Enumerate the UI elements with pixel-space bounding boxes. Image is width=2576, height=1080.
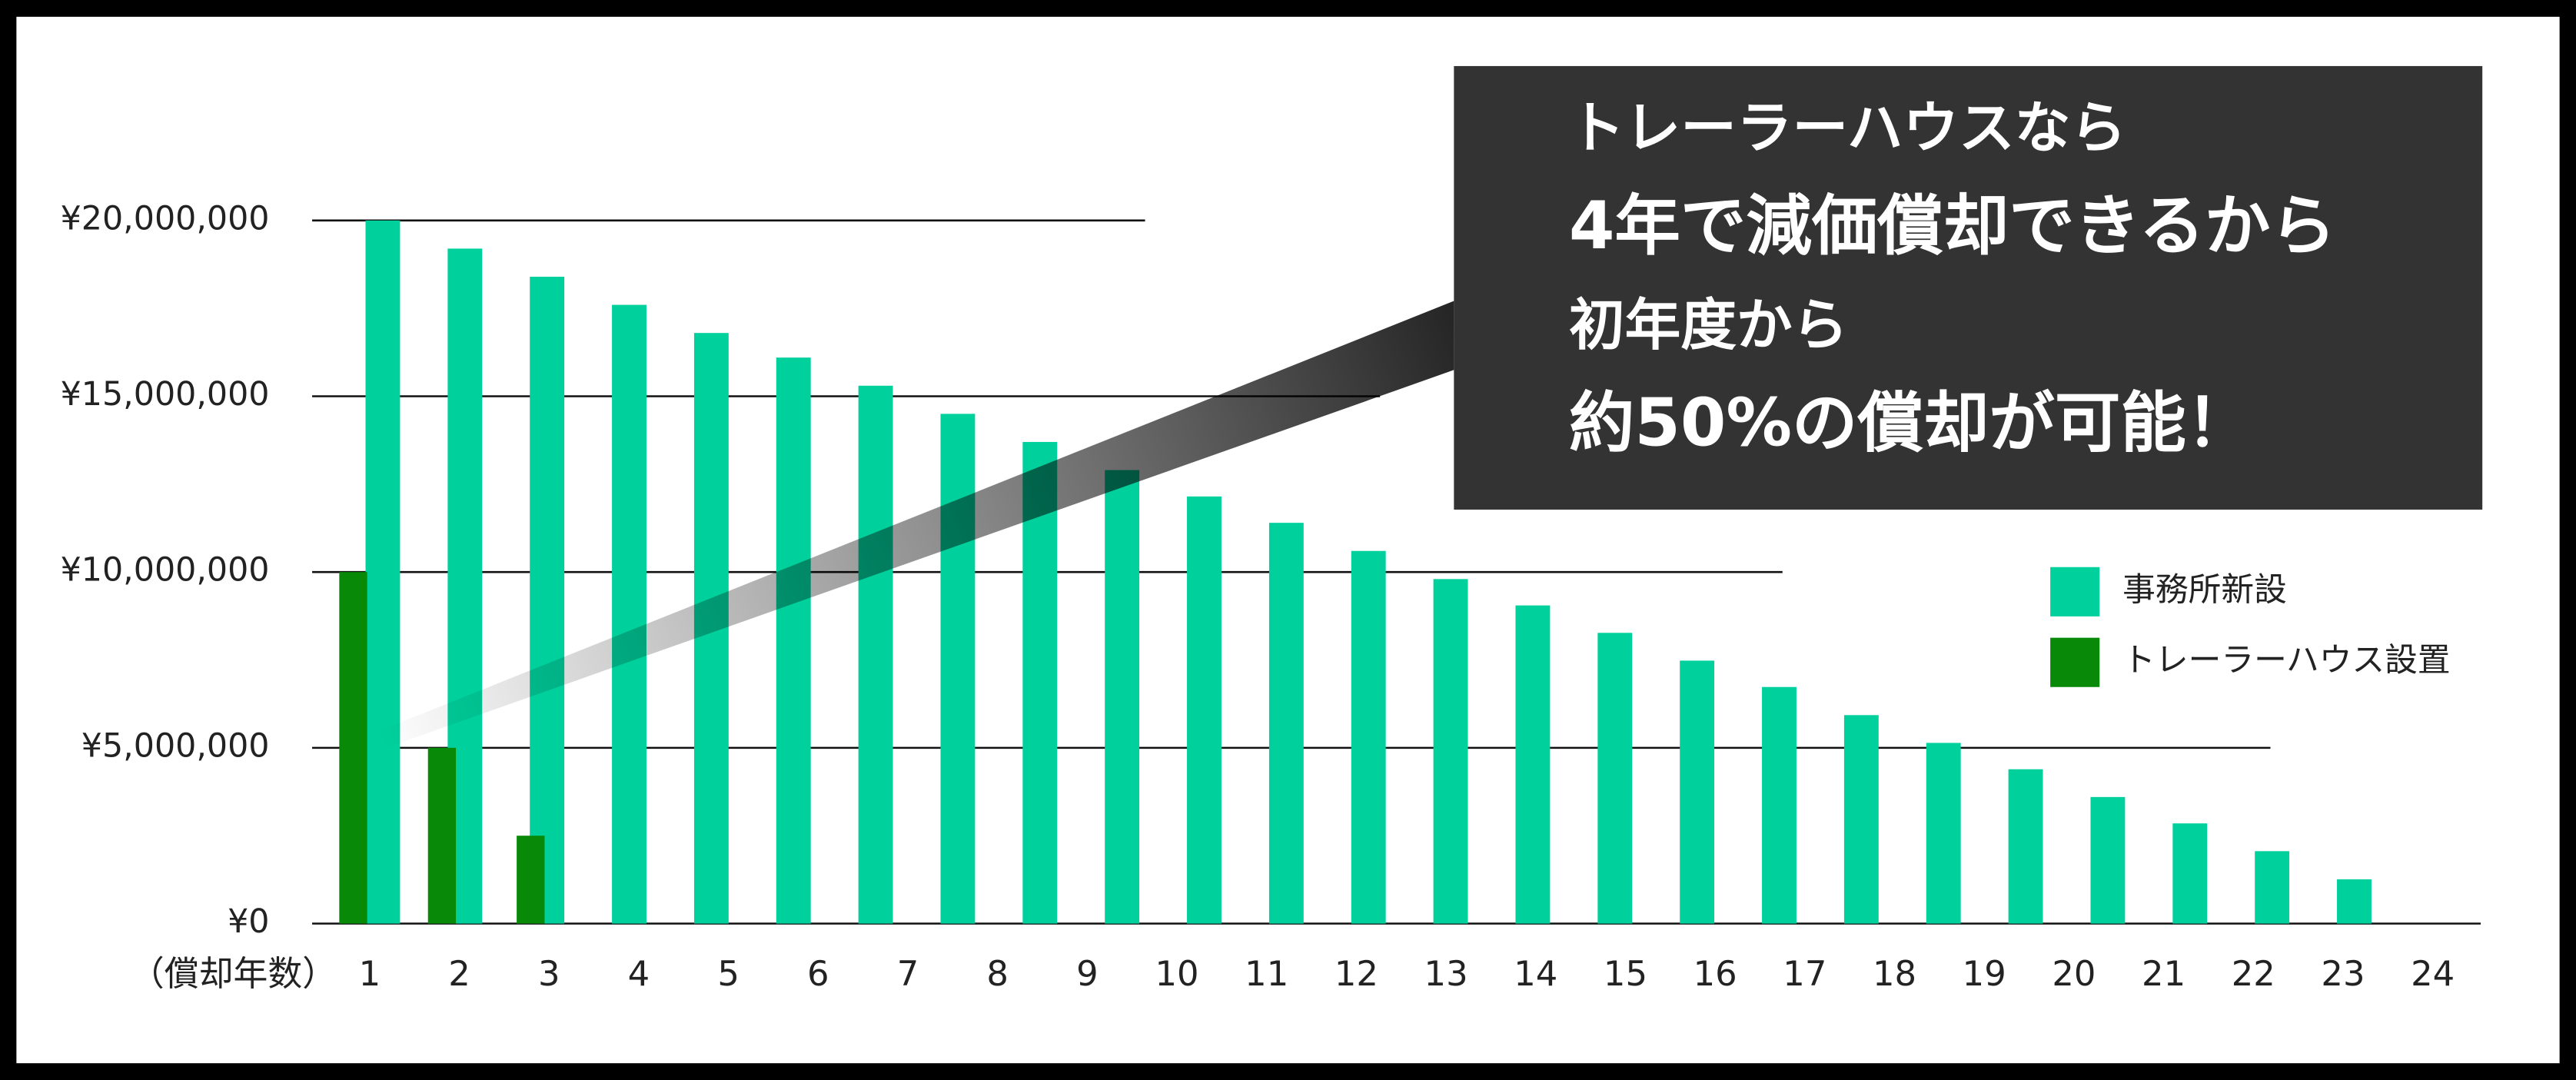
- y-tick-label: ¥20,000,000: [61, 199, 270, 238]
- legend-label: トレーラーハウス設置: [2122, 641, 2451, 680]
- x-tick-label: 19: [1963, 953, 2006, 994]
- x-axis-label: （償却年数）: [130, 953, 337, 994]
- callout-box: [1454, 65, 2483, 510]
- x-tick-label: 12: [1335, 953, 1378, 994]
- callout-pointer: [377, 301, 1454, 748]
- bar: [1843, 715, 1879, 924]
- x-tick-label: 4: [628, 953, 650, 994]
- bar: [1515, 605, 1551, 924]
- x-tick-label: 13: [1424, 953, 1468, 994]
- bar: [1762, 686, 1797, 924]
- bar: [1105, 470, 1140, 924]
- bar: [1022, 441, 1058, 924]
- bars: [339, 220, 2372, 924]
- bar: [2337, 879, 2372, 924]
- x-tick-label: 14: [1514, 953, 1557, 994]
- x-tick-label: 16: [1694, 953, 1737, 994]
- x-tick-label: 3: [538, 953, 560, 994]
- bar: [2255, 851, 2290, 924]
- bar: [1926, 743, 1961, 924]
- x-tick-label: 20: [2052, 953, 2096, 994]
- y-tick-label: ¥10,000,000: [61, 551, 270, 590]
- y-tick-label: ¥0: [228, 902, 269, 941]
- legend-label: 事務所新設: [2122, 570, 2287, 609]
- x-tick-label: 2: [448, 953, 470, 994]
- x-tick-label: 24: [2411, 953, 2455, 994]
- x-tick-label: 11: [1245, 953, 1288, 994]
- x-tick-label: 18: [1873, 953, 1916, 994]
- x-tick-label: 7: [897, 953, 919, 994]
- callout-text: トレーラーハウスなら: [1569, 96, 2126, 161]
- legend-swatch: [2050, 637, 2100, 687]
- bar: [940, 414, 976, 924]
- callout-text: 初年度から: [1569, 294, 1848, 358]
- x-tick-label: 15: [1604, 953, 1647, 994]
- bar: [1187, 496, 1222, 924]
- x-tick-label: 17: [1783, 953, 1826, 994]
- bar: [1351, 550, 1386, 924]
- x-tick-label: 21: [2142, 953, 2185, 994]
- bar: [1597, 633, 1633, 924]
- bar: [339, 572, 367, 924]
- y-tick-label: ¥15,000,000: [61, 375, 270, 414]
- bar: [612, 304, 646, 924]
- x-tick-label: 1: [359, 953, 381, 994]
- x-tick-label: 23: [2321, 953, 2365, 994]
- bar: [2090, 796, 2126, 924]
- bar: [858, 385, 893, 924]
- legend-swatch: [2050, 567, 2100, 616]
- bar: [1268, 523, 1304, 924]
- bar: [1433, 579, 1468, 924]
- x-tick-label: 8: [986, 953, 1009, 994]
- bar: [517, 836, 545, 924]
- x-tick-label: 9: [1076, 953, 1099, 994]
- x-tick-label: 6: [807, 953, 829, 994]
- y-tick-label: ¥5,000,000: [81, 726, 270, 765]
- callout-text: 4年で減価償却できるから: [1569, 188, 2336, 264]
- callout-text: 約50%の償却が可能！: [1569, 386, 2252, 462]
- bar: [1680, 660, 1715, 924]
- bar: [776, 357, 811, 924]
- x-tick-label: 22: [2232, 953, 2275, 994]
- bar: [2172, 823, 2208, 924]
- bar: [427, 747, 457, 924]
- x-tick-label: 5: [717, 953, 740, 994]
- x-tick-label: 10: [1155, 953, 1198, 994]
- bar: [365, 220, 401, 924]
- bar: [530, 277, 565, 924]
- bar: [2008, 769, 2043, 924]
